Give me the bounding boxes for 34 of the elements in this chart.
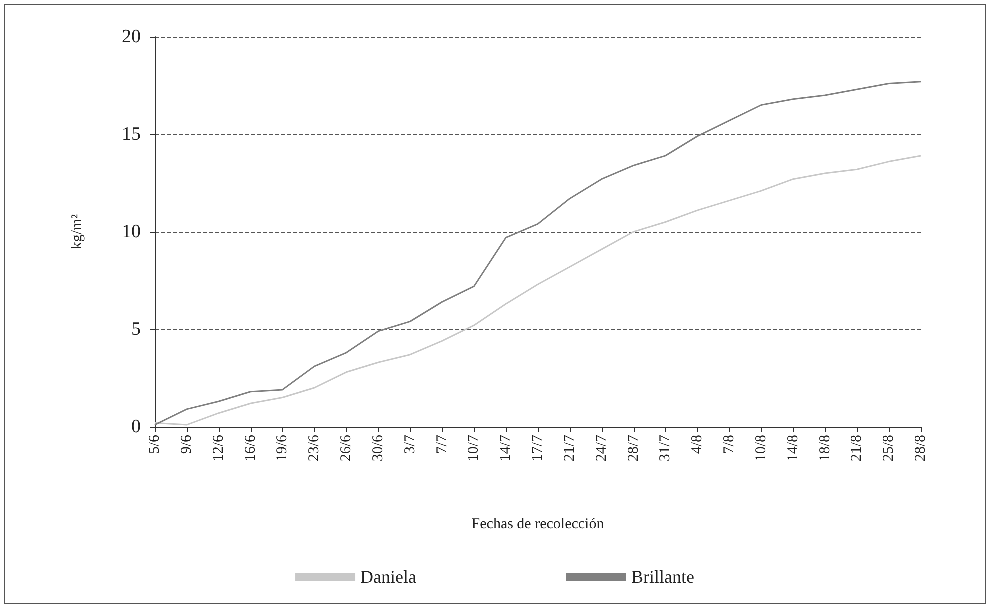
x-tick-label: 24/7: [594, 434, 610, 462]
y-axis-title: kg/m²: [70, 214, 86, 250]
x-tick-label: 28/8: [913, 435, 929, 462]
x-tick-label: 16/6: [242, 434, 259, 462]
x-tick-label: 18/8: [817, 435, 834, 462]
y-tick-label: 15: [122, 124, 141, 145]
y-tick-label: 10: [122, 222, 141, 242]
x-tick-label: 17/7: [530, 434, 546, 462]
x-tick-label: 14/7: [498, 434, 514, 462]
x-tick-label: 25/8: [881, 435, 898, 462]
x-tick-label: 4/8: [690, 435, 706, 454]
x-tick-label: 10/7: [466, 434, 482, 462]
x-tick-label: 21/7: [562, 434, 578, 462]
x-tick-label: 9/6: [178, 434, 195, 454]
legend-label: Brillante: [631, 567, 694, 587]
legend-label: Daniela: [360, 567, 417, 587]
x-tick-label: 10/8: [753, 435, 770, 462]
y-tick-label: 0: [132, 416, 141, 438]
x-tick-label: 19/6: [274, 434, 291, 462]
x-tick-label: 12/6: [210, 434, 227, 462]
x-tick-label: 7/7: [434, 434, 450, 454]
x-tick-label: 28/7: [626, 434, 642, 462]
x-tick-label: 7/8: [722, 435, 738, 454]
x-tick-label: 5/6: [147, 434, 163, 454]
x-tick-label: 21/8: [849, 435, 866, 462]
x-tick-label: 23/6: [306, 434, 323, 462]
y-tick-label: 5: [132, 319, 141, 340]
x-tick-label: 3/7: [402, 434, 418, 454]
y-tick-label: 20: [122, 26, 141, 48]
x-tick-label: 30/6: [370, 434, 386, 462]
x-tick-label: 26/6: [338, 434, 354, 462]
x-axis-title: Fechas de recolección: [472, 516, 605, 532]
x-tick-label: 14/8: [785, 435, 802, 462]
x-tick-label: 31/7: [658, 434, 674, 462]
